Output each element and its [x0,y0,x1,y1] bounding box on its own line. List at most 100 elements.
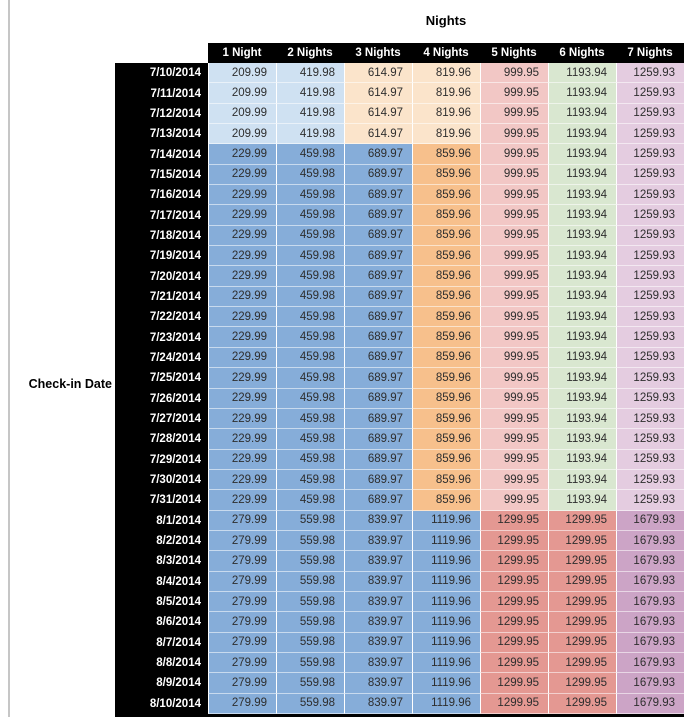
price-cell[interactable]: 1679.93 [616,612,684,633]
price-cell[interactable]: 279.99 [208,652,276,674]
price-cell[interactable]: 999.95 [480,103,548,125]
row-date-label[interactable]: 7/22/2014 [115,307,208,328]
price-cell[interactable]: 1299.95 [548,652,616,674]
price-cell[interactable]: 999.95 [480,347,548,369]
price-cell[interactable]: 999.95 [480,124,548,145]
row-date-label[interactable]: 7/11/2014 [115,83,208,104]
column-header-3-nights[interactable]: 3 Nights [355,47,401,59]
price-cell[interactable]: 1299.95 [480,571,548,592]
price-cell[interactable]: 279.99 [208,673,276,694]
price-cell[interactable]: 1119.96 [412,612,480,633]
price-cell[interactable]: 999.95 [480,63,548,84]
price-cell[interactable]: 999.95 [480,246,548,267]
price-cell[interactable]: 1299.95 [480,612,548,633]
price-cell[interactable]: 1119.96 [412,530,480,552]
price-cell[interactable]: 839.97 [344,510,412,531]
price-cell[interactable]: 1119.96 [412,551,480,572]
price-cell[interactable]: 229.99 [208,225,276,247]
price-cell[interactable]: 689.97 [344,225,412,247]
price-cell[interactable]: 1259.93 [616,225,684,247]
price-cell[interactable]: 1193.94 [548,429,616,450]
price-cell[interactable]: 689.97 [344,490,412,511]
row-date-label[interactable]: 7/23/2014 [115,327,208,348]
price-cell[interactable]: 859.96 [412,469,480,491]
row-date-label[interactable]: 7/28/2014 [115,429,208,450]
price-cell[interactable]: 559.98 [276,693,344,714]
column-header-4-nights[interactable]: 4 Nights [423,47,469,59]
price-cell[interactable]: 459.98 [276,490,344,511]
price-cell[interactable]: 229.99 [208,469,276,491]
price-cell[interactable]: 229.99 [208,164,276,186]
column-header-7-nights[interactable]: 7 Nights [627,47,673,59]
column-header-5-nights[interactable]: 5 Nights [491,47,537,59]
price-cell[interactable]: 459.98 [276,205,344,226]
row-date-label[interactable]: 8/7/2014 [115,632,208,653]
price-cell[interactable]: 1193.94 [548,63,616,84]
price-cell[interactable]: 1119.96 [412,673,480,694]
row-date-label[interactable]: 8/2/2014 [115,530,208,552]
price-cell[interactable]: 999.95 [480,185,548,206]
price-cell[interactable]: 229.99 [208,368,276,389]
row-date-label[interactable]: 7/31/2014 [115,490,208,511]
price-cell[interactable]: 559.98 [276,673,344,694]
price-cell[interactable]: 1193.94 [548,205,616,226]
price-cell[interactable]: 1119.96 [412,510,480,531]
price-cell[interactable]: 229.99 [208,246,276,267]
price-cell[interactable]: 1259.93 [616,185,684,206]
price-cell[interactable]: 614.97 [344,83,412,104]
row-date-label[interactable]: 7/21/2014 [115,286,208,308]
price-cell[interactable]: 999.95 [480,388,548,409]
price-cell[interactable]: 839.97 [344,530,412,552]
price-cell[interactable]: 1119.96 [412,571,480,592]
price-cell[interactable]: 279.99 [208,632,276,653]
price-cell[interactable]: 859.96 [412,225,480,247]
price-cell[interactable]: 559.98 [276,632,344,653]
price-cell[interactable]: 1259.93 [616,408,684,430]
price-cell[interactable]: 819.96 [412,83,480,104]
price-cell[interactable]: 839.97 [344,652,412,674]
price-cell[interactable]: 1259.93 [616,124,684,145]
price-cell[interactable]: 1259.93 [616,327,684,348]
row-date-label[interactable]: 7/16/2014 [115,185,208,206]
price-cell[interactable]: 1193.94 [548,490,616,511]
price-cell[interactable]: 819.96 [412,63,480,84]
price-cell[interactable]: 1679.93 [616,571,684,592]
price-cell[interactable]: 999.95 [480,449,548,470]
price-cell[interactable]: 1259.93 [616,490,684,511]
row-date-label[interactable]: 8/5/2014 [115,591,208,613]
price-cell[interactable]: 1259.93 [616,286,684,308]
price-cell[interactable]: 689.97 [344,185,412,206]
price-cell[interactable]: 1259.93 [616,388,684,409]
column-header-6-nights[interactable]: 6 Nights [559,47,605,59]
price-cell[interactable]: 229.99 [208,144,276,165]
price-cell[interactable]: 1259.93 [616,449,684,470]
price-cell[interactable]: 689.97 [344,164,412,186]
price-cell[interactable]: 1299.95 [548,673,616,694]
row-date-label[interactable]: 7/26/2014 [115,388,208,409]
price-cell[interactable]: 689.97 [344,246,412,267]
row-date-label[interactable]: 7/27/2014 [115,408,208,430]
price-cell[interactable]: 839.97 [344,693,412,714]
price-cell[interactable]: 229.99 [208,185,276,206]
price-cell[interactable]: 1299.95 [480,551,548,572]
price-cell[interactable]: 839.97 [344,571,412,592]
price-cell[interactable]: 1299.95 [480,591,548,613]
row-date-label[interactable]: 8/4/2014 [115,571,208,592]
price-cell[interactable]: 859.96 [412,286,480,308]
price-cell[interactable]: 999.95 [480,327,548,348]
price-cell[interactable]: 459.98 [276,469,344,491]
price-cell[interactable]: 459.98 [276,225,344,247]
price-cell[interactable]: 859.96 [412,164,480,186]
row-date-label[interactable]: 8/8/2014 [115,652,208,674]
price-cell[interactable]: 1259.93 [616,144,684,165]
price-cell[interactable]: 1299.95 [480,652,548,674]
row-date-label[interactable]: 7/30/2014 [115,469,208,491]
price-cell[interactable]: 419.98 [276,103,344,125]
price-cell[interactable]: 689.97 [344,408,412,430]
price-cell[interactable]: 689.97 [344,144,412,165]
price-cell[interactable]: 1299.95 [548,632,616,653]
price-cell[interactable]: 999.95 [480,408,548,430]
price-cell[interactable]: 614.97 [344,124,412,145]
price-cell[interactable]: 999.95 [480,469,548,491]
price-cell[interactable]: 859.96 [412,205,480,226]
